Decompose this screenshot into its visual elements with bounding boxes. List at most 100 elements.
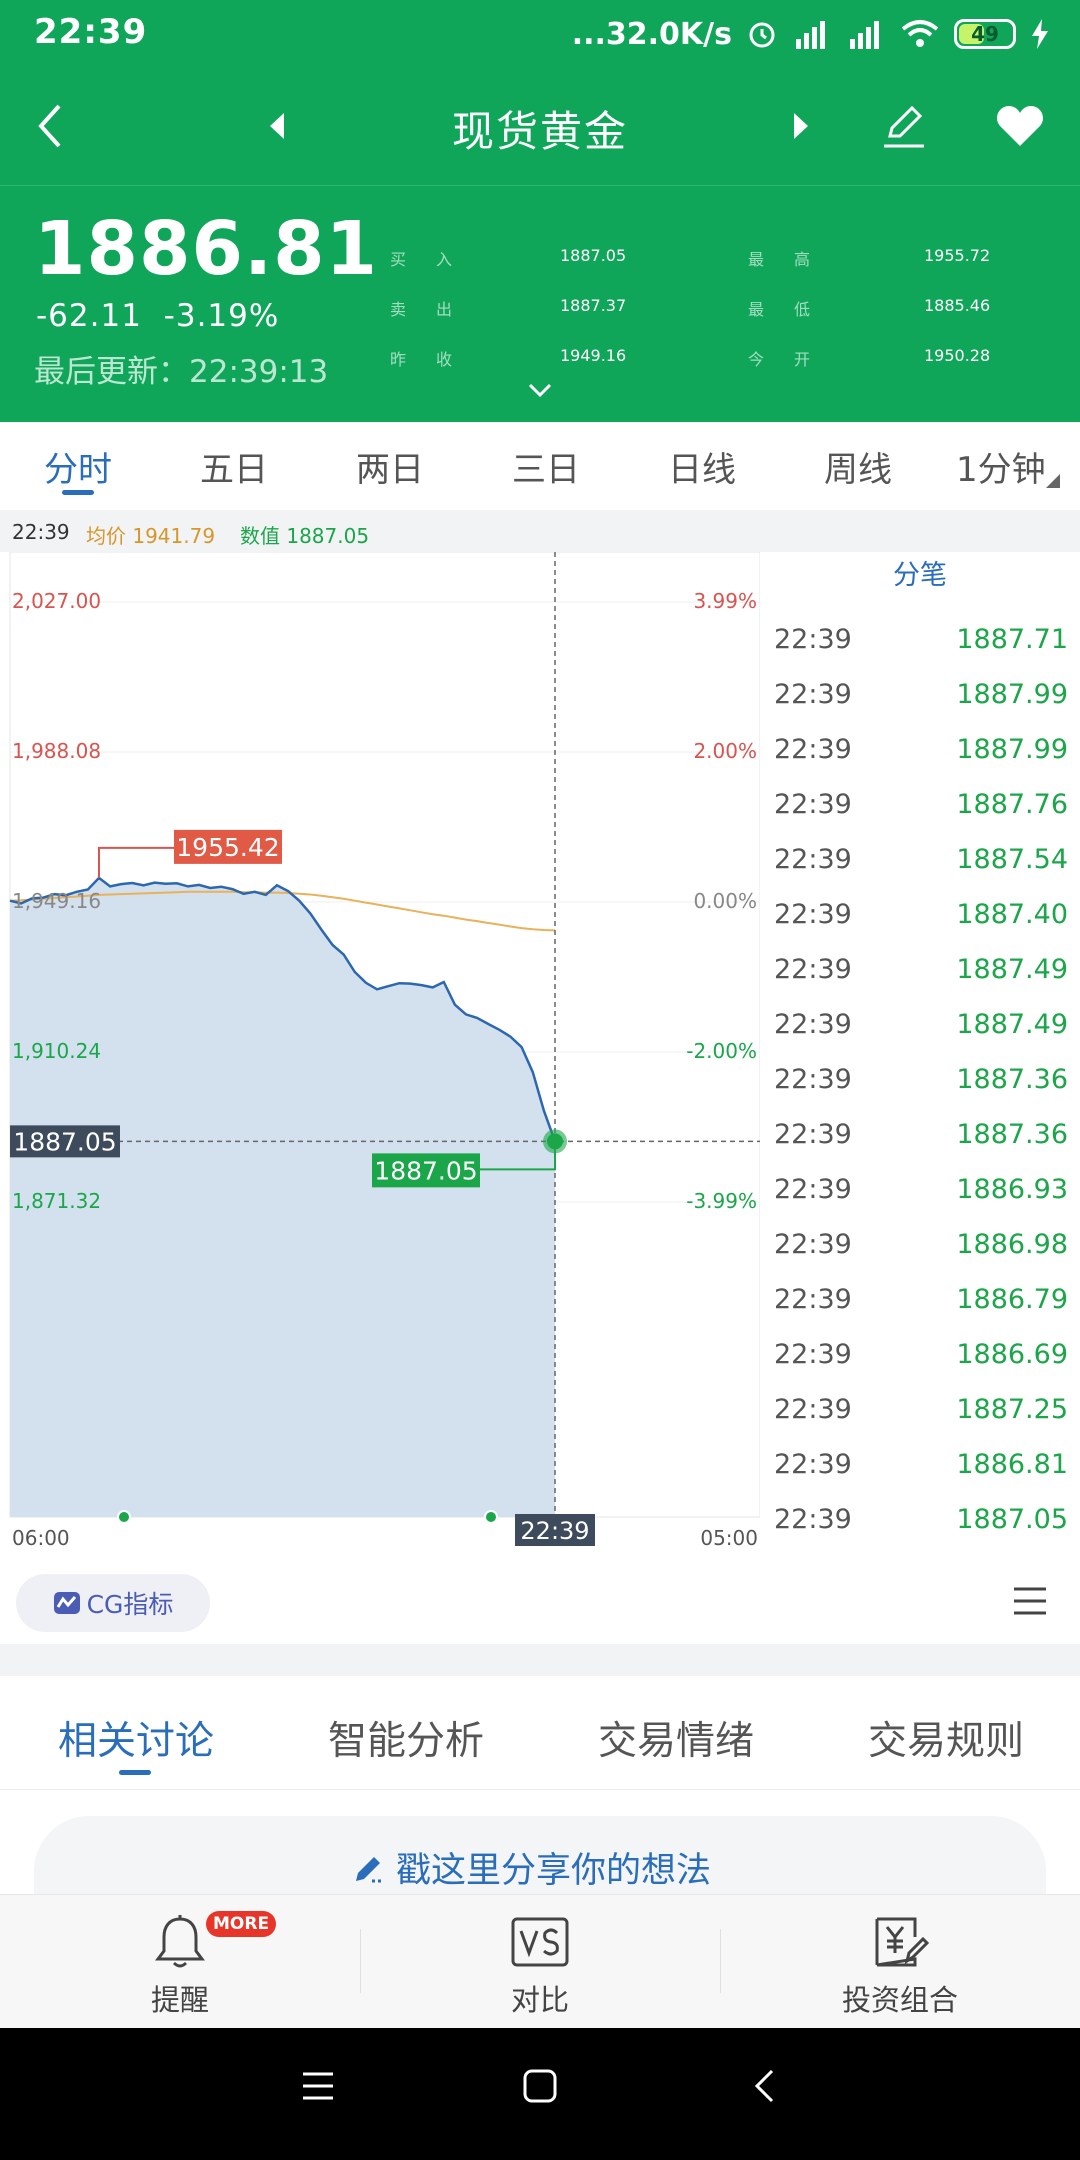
- compare-button[interactable]: 对比: [440, 1911, 640, 2019]
- status-bar: 22:39 ...32.0K/s 49: [0, 0, 1080, 66]
- quote-row-low: 最低 1885.46: [748, 296, 991, 319]
- menu-icon[interactable]: [1012, 1586, 1048, 1620]
- system-back-icon[interactable]: [752, 2068, 776, 2108]
- tick-value: 1887.99: [956, 679, 1068, 710]
- net-speed: ...32.0K/s: [571, 16, 732, 52]
- tick-time: 22:39: [774, 789, 852, 820]
- tick-row: 22:39 1886.79: [760, 1274, 1080, 1329]
- cg-indicator-button[interactable]: CG指标: [16, 1574, 210, 1632]
- vs-icon: [511, 1917, 569, 1967]
- tab-weekly[interactable]: 周线: [824, 450, 892, 490]
- tick-row: 22:39 1887.54: [760, 834, 1080, 889]
- tab-intraday[interactable]: 分时: [44, 450, 112, 490]
- tick-row: 22:39 1887.71: [760, 614, 1080, 669]
- tick-time: 22:39: [774, 1504, 852, 1535]
- edit-icon[interactable]: [874, 96, 934, 156]
- section-gap: [0, 1644, 1080, 1676]
- tab-5day[interactable]: 五日: [200, 450, 268, 490]
- prev-instrument-icon[interactable]: [248, 96, 308, 156]
- quote-panel: 1886.81 -62.11 -3.19% 最后更新：22:39:13 买入 1…: [0, 186, 1080, 422]
- y-tick-label-left: 1,871.32: [12, 1189, 101, 1213]
- share-prompt[interactable]: 戳这里分享你的想法: [352, 1842, 711, 1893]
- back-icon[interactable]: [20, 96, 80, 156]
- tab-3day[interactable]: 三日: [512, 450, 580, 490]
- tick-value: 1887.76: [956, 789, 1068, 820]
- portfolio-button[interactable]: 投资组合: [800, 1911, 1000, 2019]
- y-tick-label-right: 2.00%: [693, 739, 757, 763]
- next-instrument-icon[interactable]: [770, 96, 830, 156]
- event-dot: [484, 1510, 498, 1524]
- tick-row: 22:39 1887.40: [760, 889, 1080, 944]
- chevron-down-icon[interactable]: [528, 382, 552, 402]
- tick-time: 22:39: [774, 899, 852, 930]
- tick-value: 1886.98: [956, 1229, 1068, 1260]
- status-icons: ...32.0K/s 49: [572, 12, 1050, 56]
- tick-value: 1887.71: [956, 624, 1068, 655]
- tick-row: 22:39 1887.25: [760, 1384, 1080, 1439]
- intraday-chart[interactable]: 1955.42 1887.05 1887.05 2,027.00 1,988.08 1,9…: [0, 552, 760, 2066]
- signal-icon-1: [792, 19, 832, 49]
- indicator-icon: [53, 1592, 80, 1614]
- tab-rules[interactable]: 交易规则: [868, 1719, 1025, 1764]
- x-tick-label-end: 05:00: [700, 1526, 758, 1550]
- change-value: -62.11: [36, 298, 142, 334]
- price-area: [10, 877, 555, 1517]
- last-price: 1886.81: [34, 206, 379, 292]
- favorite-heart-icon[interactable]: [990, 96, 1050, 156]
- tick-row: 22:39 1886.81: [760, 1439, 1080, 1494]
- y-tick-label-right: 3.99%: [693, 589, 757, 613]
- average-price-line: [9, 890, 556, 932]
- tick-time: 22:39: [774, 1284, 852, 1315]
- tick-row: 22:39 1886.98: [760, 1219, 1080, 1274]
- tab-daily[interactable]: 日线: [668, 450, 736, 490]
- quote-row-prev-close: 昨收 1949.16: [390, 346, 627, 369]
- tab-sentiment[interactable]: 交易情绪: [598, 1719, 755, 1764]
- period-tabs: 分时 五日 两日 三日 日线 周线 1分钟: [0, 422, 1080, 510]
- tick-time: 22:39: [774, 844, 852, 875]
- tick-value: 1887.54: [956, 844, 1068, 875]
- ticks-list: 分笔 22:39 1887.71 22:39 1887.99 22:39 1887.99 2…: [760, 552, 1080, 1542]
- tab-1min[interactable]: 1分钟: [956, 450, 1046, 490]
- update-label: 最后更新：: [34, 354, 189, 390]
- quote-row-ask: 卖出 1887.37: [390, 296, 627, 319]
- y-tick-label-left: 1,910.24: [12, 1039, 101, 1063]
- tab-discussion[interactable]: 相关讨论: [58, 1719, 215, 1764]
- price-change: -62.11 -3.19%: [36, 298, 279, 334]
- tick-row: 22:39 1887.05: [760, 1494, 1080, 1549]
- tick-row: 22:39 1887.36: [760, 1054, 1080, 1109]
- last-marker-box: [372, 1153, 480, 1188]
- tick-value: 1887.36: [956, 1064, 1068, 1095]
- bottom-action-bar: 提醒 MORE 对比 投资组合: [0, 1894, 1080, 2028]
- quote-row-bid: 买入 1887.05: [390, 246, 627, 269]
- home-icon[interactable]: [522, 2068, 558, 2108]
- change-percent: -3.19%: [163, 298, 280, 334]
- event-dot: [117, 1510, 131, 1524]
- y-tick-label-right: -3.99%: [686, 1189, 757, 1213]
- y-tick-label-right: -2.00%: [686, 1039, 757, 1063]
- last-marker-label: 1887.05: [374, 1156, 477, 1185]
- tick-time: 22:39: [774, 1449, 852, 1480]
- tab-2day[interactable]: 两日: [356, 450, 424, 490]
- ticks-header: 分笔: [893, 560, 947, 591]
- tick-time: 22:39: [774, 624, 852, 655]
- pencil-icon: [356, 1856, 384, 1882]
- tick-time: 22:39: [774, 1394, 852, 1425]
- tick-value: 1887.40: [956, 899, 1068, 930]
- alert-button[interactable]: 提醒: [80, 1911, 280, 2019]
- info-time: 22:39: [12, 520, 70, 544]
- update-time: 22:39:13: [189, 354, 329, 390]
- content-tab-indicator: [119, 1770, 151, 1775]
- system-nav-bar: [0, 2028, 1080, 2160]
- recent-apps-icon[interactable]: [300, 2068, 336, 2108]
- tick-time: 22:39: [774, 1174, 852, 1205]
- divider: [360, 1929, 361, 1993]
- chart-canvas: 1955.42 1887.05 1887.05 2,027.00 1,988.08 1,9…: [9, 552, 760, 1550]
- tab-analysis[interactable]: 智能分析: [328, 1719, 485, 1764]
- chart-info-bar: 22:39 均价 1941.79 数值 1887.05: [0, 510, 1080, 552]
- tick-value: 1887.25: [956, 1394, 1068, 1425]
- tick-row: 22:39 1887.49: [760, 944, 1080, 999]
- page-title: 现货黄金: [451, 107, 628, 156]
- tick-value: 1887.49: [956, 954, 1068, 985]
- battery-icon: 49: [954, 19, 1016, 49]
- compare-label: 对比: [510, 1983, 569, 2017]
